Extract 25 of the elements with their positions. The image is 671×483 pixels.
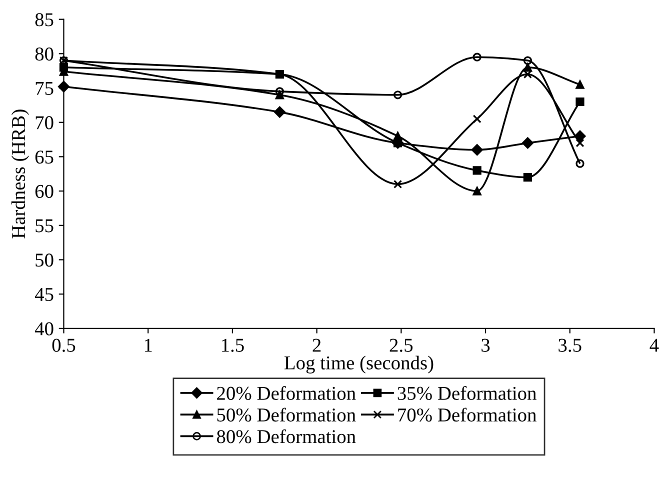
y-tick-label: 80 [35,47,54,61]
y-tick-label: 85 [35,13,54,26]
x-tick-label: 2.5 [390,338,413,352]
legend-label: 80% Deformation [216,429,356,444]
x-tick-label: 4 [650,338,659,352]
legend-label: 20% Deformation [217,386,356,400]
legend-label: 70% Deformation [398,408,536,422]
y-tick-label: 70 [36,116,54,130]
y-tick-label: 65 [35,150,54,164]
x-tick-label: 2 [312,338,321,352]
y-tick-label: 40 [34,322,54,336]
y-tick-label: 45 [34,288,54,302]
x-tick-label: 0.5 [52,338,76,352]
x-axis-title: Log time (seconds) [284,356,434,374]
legend-label: 50% Deformation [217,408,356,422]
x-tick-label: 1 [144,338,152,352]
y-axis-title: Hardness (HRB) [11,110,30,238]
x-tick-label: 3.5 [558,338,582,352]
y-tick-label: 75 [36,82,54,95]
y-tick-label: 60 [35,184,54,198]
legend-label: 35% Deformation [398,386,536,400]
x-tick-label: 3 [482,338,490,352]
x-tick-label: 1.5 [222,338,244,352]
y-tick-label: 50 [36,254,54,267]
y-tick-label: 55 [36,219,54,232]
